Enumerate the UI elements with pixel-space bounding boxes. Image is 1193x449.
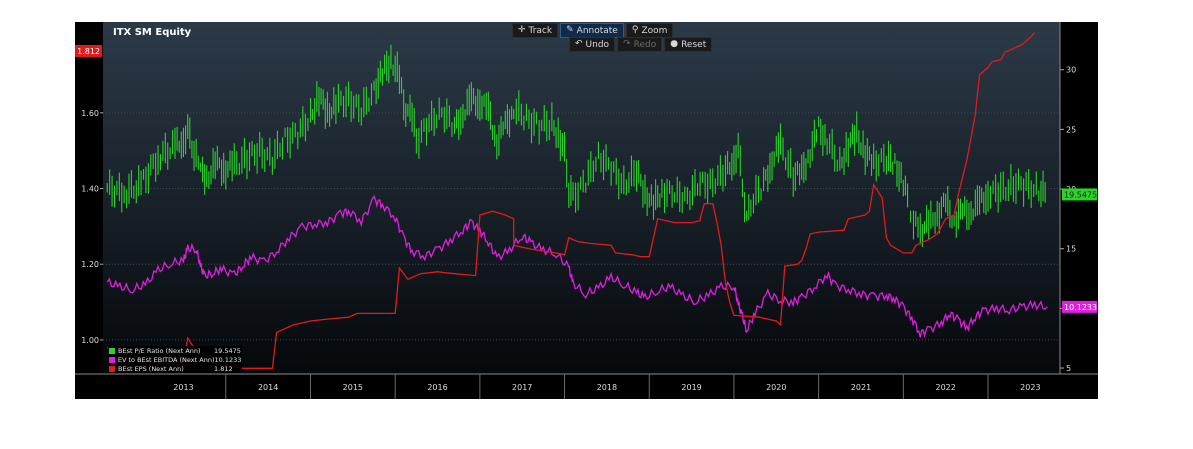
x-tick-label: 2015 bbox=[343, 383, 363, 392]
plot-background bbox=[103, 22, 1060, 374]
reset-icon: ● bbox=[670, 39, 679, 49]
crosshair-icon: ✛ bbox=[518, 25, 526, 35]
series-layer bbox=[106, 32, 1048, 369]
legend-value: 10.1233 bbox=[214, 355, 242, 364]
x-tick-label: 2023 bbox=[1020, 383, 1040, 392]
series-ev-ebitda bbox=[106, 194, 1048, 339]
left-tick-label: 1.60 bbox=[81, 109, 99, 118]
chart-title: ITX SM Equity bbox=[113, 27, 192, 38]
magnifier-icon: ⚲ bbox=[631, 25, 639, 35]
x-tick-label: 2021 bbox=[851, 383, 871, 392]
legend-swatch bbox=[109, 356, 115, 363]
toolbar-button-label: Reset bbox=[681, 39, 707, 50]
pe-value-tag-bg bbox=[1062, 188, 1097, 201]
legend-entry[interactable]: BEst P/E Ratio (Next Ann) 19.5475 bbox=[108, 346, 242, 355]
legend-swatch bbox=[109, 347, 115, 354]
left-tick-label: 1.20 bbox=[81, 260, 99, 269]
right-tick-label: 5 bbox=[1066, 364, 1071, 373]
x-tick-label: 2018 bbox=[597, 383, 617, 392]
toolbar-button-label: Undo bbox=[585, 39, 610, 50]
legend-label: BEst EPS (Next Ann) bbox=[118, 364, 184, 373]
pe-value-tag: 19.5475 bbox=[1062, 188, 1097, 201]
zoom-button[interactable]: ⚲ Zoom bbox=[625, 23, 674, 38]
x-tick-label: 2017 bbox=[512, 383, 532, 392]
legend-entry[interactable]: EV to BEst EBITDA (Next Ann) 10.1233 bbox=[108, 355, 242, 364]
chart-toolbar: ✛ Track ✎ Annotate ⚲ Zoom bbox=[512, 23, 674, 38]
eps-value-tag-text: 1.812 bbox=[77, 47, 100, 56]
track-button[interactable]: ✛ Track bbox=[512, 23, 559, 38]
toolbar-button-label: Annotate bbox=[576, 25, 618, 36]
series-pe-ratio bbox=[106, 44, 1046, 247]
toolbar-button-label: Redo bbox=[633, 39, 657, 50]
series-eps bbox=[106, 32, 1036, 369]
right-tick-label: 25 bbox=[1066, 125, 1076, 134]
x-tick-label: 2019 bbox=[681, 383, 701, 392]
grid-lines bbox=[103, 22, 1060, 374]
edit-toolbar: ↶ Undo ↷ Redo ● Reset bbox=[569, 37, 713, 52]
chart-legend: BEst P/E Ratio (Next Ann) 19.5475 EV to BE… bbox=[108, 346, 242, 373]
eps-value-tag-bg bbox=[75, 45, 102, 57]
ev-ebitda-value-tag-bg bbox=[1062, 300, 1097, 313]
legend-value: 1.812 bbox=[214, 364, 233, 373]
ev-ebitda-value-tag-text: 10.1233 bbox=[1064, 303, 1097, 312]
legend-entry[interactable]: BEst EPS (Next Ann) 1.812 bbox=[108, 364, 242, 373]
pencil-icon: ✎ bbox=[566, 25, 574, 35]
chart-window: 1.001.201.401.60510152025302013201420152… bbox=[75, 22, 1098, 399]
left-tick-label: 1.40 bbox=[81, 185, 99, 194]
undo-button[interactable]: ↶ Undo bbox=[569, 37, 616, 52]
toolbar-button-label: Track bbox=[528, 25, 553, 36]
pe-value-tag-text: 19.5475 bbox=[1064, 190, 1097, 199]
axes: 1.001.201.401.60510152025302013201420152… bbox=[75, 22, 1098, 399]
x-tick-label: 2013 bbox=[173, 383, 193, 392]
x-tick-label: 2022 bbox=[935, 383, 955, 392]
ev-ebitda-value-tag: 10.1233 bbox=[1062, 300, 1097, 313]
annotate-button[interactable]: ✎ Annotate bbox=[560, 23, 624, 38]
redo-icon: ↷ bbox=[623, 39, 631, 49]
x-tick-label: 2014 bbox=[258, 383, 278, 392]
chart-plot[interactable]: 1.001.201.401.60510152025302013201420152… bbox=[75, 22, 1098, 399]
redo-button[interactable]: ↷ Redo bbox=[617, 37, 663, 52]
legend-label: BEst P/E Ratio (Next Ann) bbox=[118, 346, 201, 355]
toolbar-button-label: Zoom bbox=[641, 25, 668, 36]
x-tick-label: 2020 bbox=[766, 383, 786, 392]
left-tick-label: 1.00 bbox=[81, 336, 99, 345]
legend-label: EV to BEst EBITDA (Next Ann) bbox=[117, 355, 215, 364]
legend-swatch bbox=[109, 365, 115, 372]
reset-button[interactable]: ● Reset bbox=[664, 37, 713, 52]
undo-icon: ↶ bbox=[575, 39, 583, 49]
right-tick-label: 30 bbox=[1066, 66, 1076, 75]
eps-value-tag: 1.812 bbox=[75, 45, 102, 57]
right-tick-label: 15 bbox=[1066, 245, 1076, 254]
x-tick-label: 2016 bbox=[427, 383, 447, 392]
legend-value: 19.5475 bbox=[214, 346, 241, 355]
